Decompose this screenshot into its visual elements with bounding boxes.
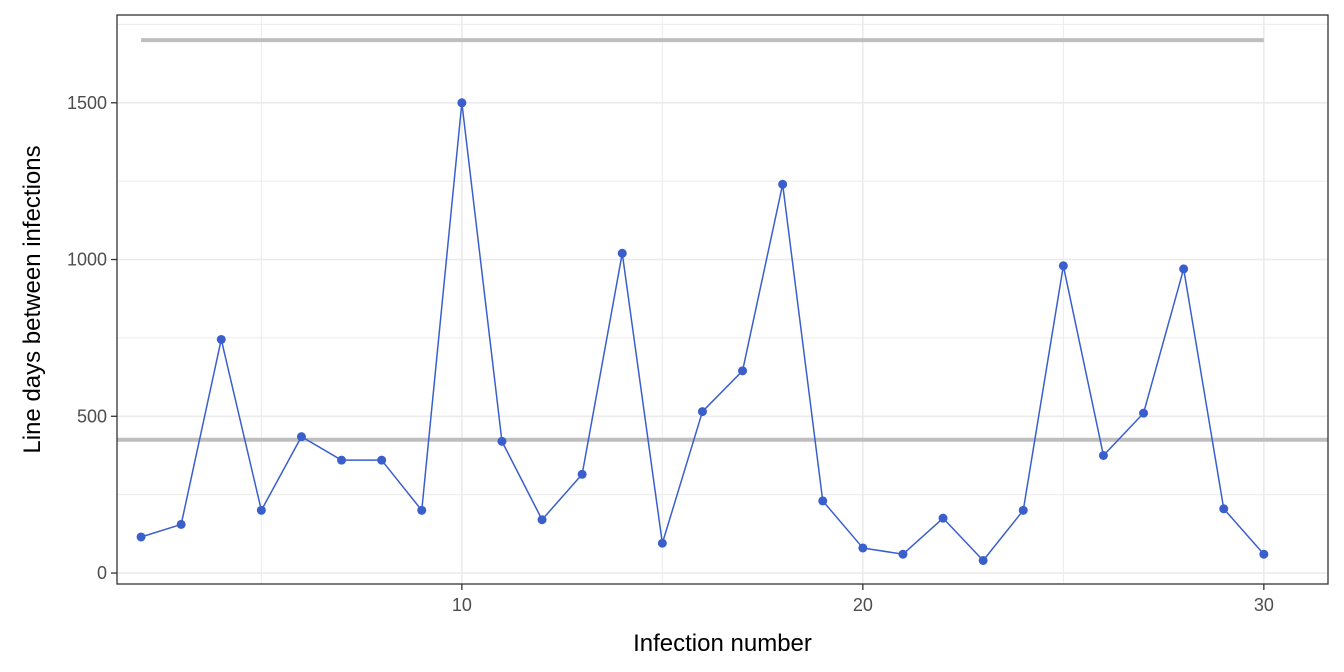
- x-tick-label: 10: [452, 595, 472, 615]
- data-point: [176, 519, 186, 529]
- x-tick-label: 20: [853, 595, 873, 615]
- y-tick-label: 1500: [67, 93, 107, 113]
- data-point: [1179, 264, 1189, 274]
- data-point: [577, 469, 587, 479]
- data-point: [256, 505, 266, 515]
- x-axis-title: Infection number: [633, 630, 812, 657]
- reference-lines: [117, 38, 1328, 442]
- x-axis-ticks: 10 20 30: [452, 584, 1274, 615]
- data-point: [1219, 504, 1229, 514]
- data-point: [337, 455, 347, 465]
- data-point: [1139, 408, 1149, 418]
- data-point: [1018, 505, 1028, 515]
- data-point: [617, 248, 627, 258]
- data-point: [377, 455, 387, 465]
- y-axis-ticks: 0 500 1000 1500: [67, 93, 117, 583]
- data-point: [296, 432, 306, 442]
- data-point: [938, 513, 948, 523]
- data-point: [136, 532, 146, 542]
- data-point: [818, 496, 828, 506]
- data-series: [136, 98, 1269, 565]
- data-point: [1098, 450, 1108, 460]
- data-point: [417, 505, 427, 515]
- data-point: [978, 555, 988, 565]
- y-tick-label: 500: [77, 406, 107, 426]
- data-point: [738, 366, 748, 376]
- minor-gridlines: [117, 15, 1328, 584]
- data-point: [898, 549, 908, 559]
- data-point: [697, 407, 707, 417]
- data-point: [216, 334, 226, 344]
- data-point: [858, 543, 868, 553]
- x-tick-label: 30: [1254, 595, 1274, 615]
- data-point: [657, 538, 667, 548]
- data-point: [497, 436, 507, 446]
- data-point: [778, 179, 788, 189]
- data-point: [537, 515, 547, 525]
- y-tick-label: 0: [97, 563, 107, 583]
- panel-border: [116, 14, 1329, 585]
- data-point: [457, 98, 467, 108]
- data-point: [1259, 549, 1269, 559]
- data-point: [1058, 261, 1068, 271]
- y-axis-title: Line days between infections: [19, 145, 46, 453]
- y-tick-label: 1000: [67, 250, 107, 270]
- major-gridlines: [117, 15, 1328, 584]
